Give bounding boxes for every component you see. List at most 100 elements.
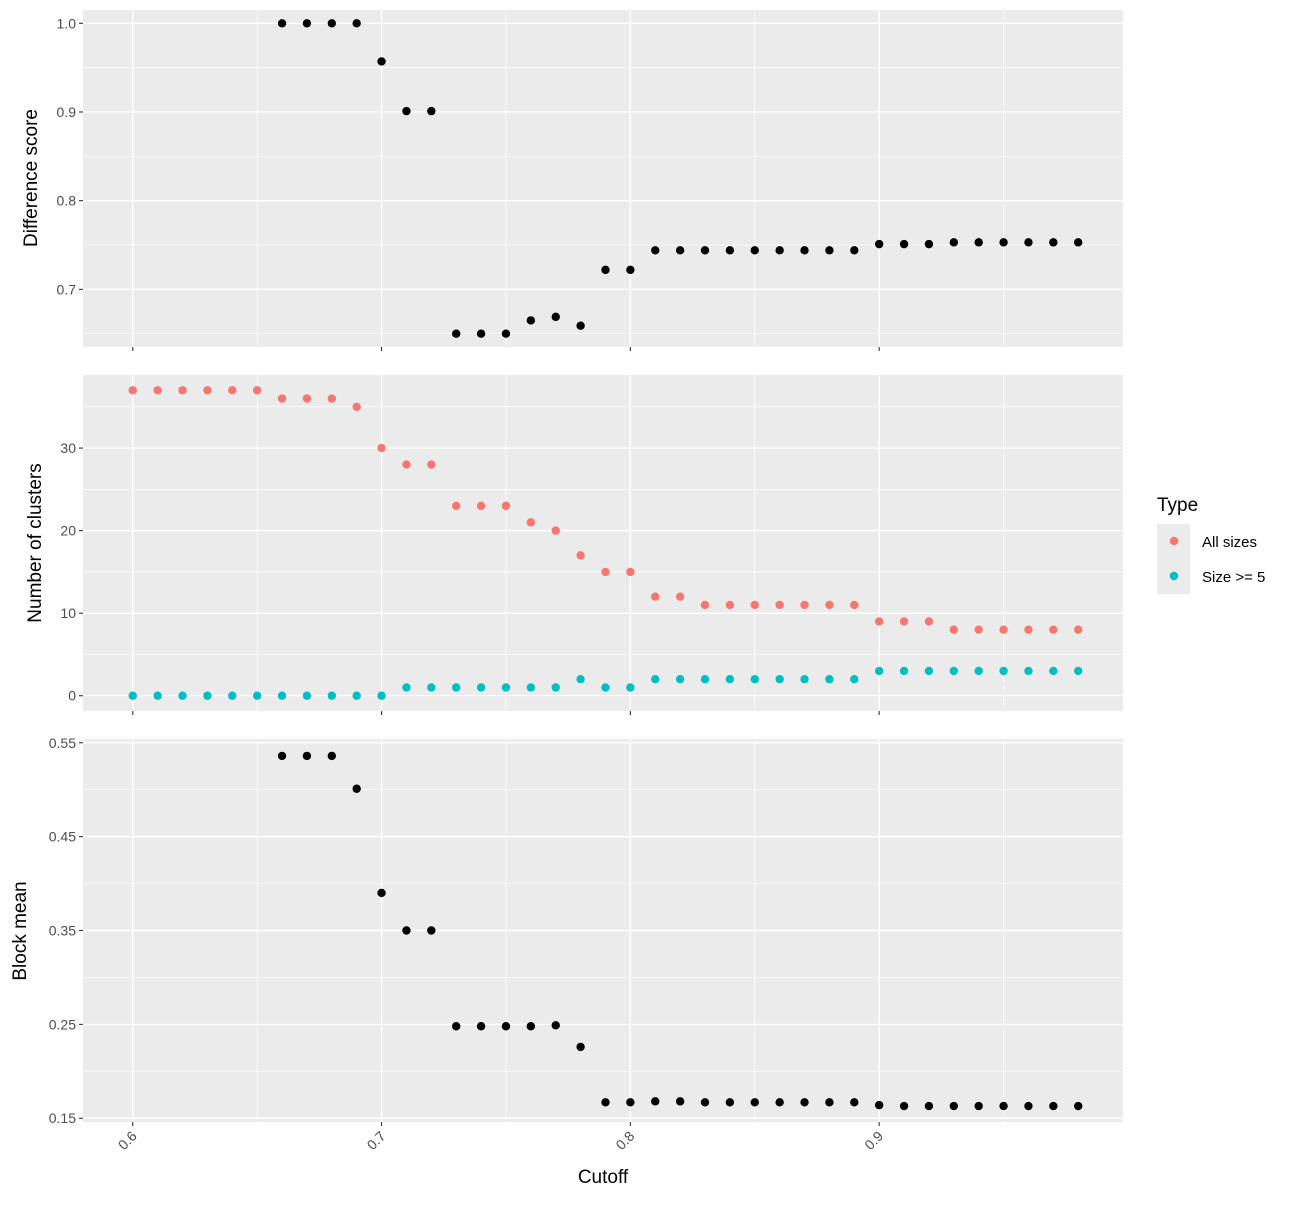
data-point [924,1101,934,1111]
data-point [476,501,486,511]
y-tick-label-10: 10 [60,605,76,621]
data-point [775,1098,784,1107]
data-point [725,675,735,684]
y-tick-label-0: 0 [68,688,76,704]
data-point [949,625,959,634]
data-point [526,518,536,527]
data-point [228,386,237,395]
panel-2: 0 10 20 30 Number of clusters [25,375,1123,715]
data-point [576,321,585,330]
data-point [825,246,834,255]
y-tick-label-0-15: 0.15 [49,1110,76,1126]
y-tick-label-0-45: 0.45 [49,829,76,845]
panel-3: 0.15 0.25 0.35 0.45 0.55 0.6 0.7 0.8 0.9 Block me… [10,735,1123,1153]
panels: 0.7 0.8 0.9 1.0 Difference score 0 10 20 30 Numbe… [10,10,1123,1153]
data-point [576,1042,585,1052]
data-point [526,1022,536,1031]
data-point [352,402,361,411]
legend-label-size-ge-5: Size >= 5 [1202,569,1265,586]
data-point [128,691,137,700]
data-point [1024,666,1033,676]
x-tick-label-0-6: 0.6 [115,1128,140,1153]
data-point [1074,625,1083,634]
data-point [700,246,710,255]
data-point [999,625,1008,634]
data-point [327,691,337,700]
data-point [700,675,710,684]
data-point [277,19,287,28]
data-point [974,666,983,676]
data-point [452,1022,461,1031]
data-point [850,675,859,684]
data-point [999,1101,1008,1111]
data-point [203,691,212,700]
legend: Type All sizes Size >= 5 [1157,495,1265,594]
data-point [153,386,162,395]
data-point [476,1022,486,1031]
data-point [974,238,983,247]
data-point [551,312,560,322]
data-point [924,239,934,249]
data-point [750,600,759,610]
data-point [402,460,411,469]
y-axis-title: Block mean [10,881,31,980]
legend-label-all-sizes: All sizes [1202,534,1257,551]
data-point [675,675,685,684]
series-2 [128,666,1083,700]
data-point [899,239,909,249]
data-point [949,666,959,676]
data-point [825,675,834,684]
data-point [924,666,934,676]
data-point [501,1022,511,1031]
data-point [327,19,337,28]
data-point [402,683,411,692]
y-tick-label-30: 30 [60,440,76,456]
data-point [377,443,386,453]
data-point [228,691,237,700]
data-point [675,592,685,601]
data-point [700,600,710,610]
data-point [252,386,262,395]
data-point [651,246,660,255]
data-point [526,316,536,325]
data-point [1049,238,1058,247]
y-tick-label-0-8: 0.8 [57,193,77,209]
data-point [1049,1101,1058,1111]
data-point [203,386,212,395]
data-point [750,1098,759,1107]
data-point [352,784,361,793]
data-point [974,1101,983,1111]
data-point [427,106,436,116]
data-point [626,1098,635,1107]
x-axis-title: Cutoff [578,1167,629,1188]
data-point [1074,238,1083,247]
data-point [825,1098,834,1107]
data-point [899,617,909,626]
data-point [377,691,386,700]
data-point [327,751,337,761]
data-point [800,600,809,610]
data-point [750,246,759,255]
data-point [999,238,1008,247]
data-point [800,1098,809,1107]
data-point [775,675,784,684]
data-point [651,1097,660,1106]
data-point [850,600,859,610]
x-tick-label-0-7: 0.7 [364,1128,389,1153]
data-point [476,329,486,338]
data-point [302,394,312,403]
data-point [850,246,859,255]
data-point [725,1098,735,1107]
panel-1: 0.7 0.8 0.9 1.0 Difference score [21,10,1123,351]
data-point [874,666,884,676]
data-point [601,683,610,692]
series-1 [128,386,1083,634]
data-point [850,1098,859,1107]
data-point [775,600,784,610]
data-point [601,265,610,275]
data-point [551,1021,560,1030]
legend-key-size-ge-5 [1169,571,1179,581]
data-point [427,926,436,935]
y-tick-label-0-7: 0.7 [57,281,77,297]
legend-title: Type [1157,495,1198,516]
